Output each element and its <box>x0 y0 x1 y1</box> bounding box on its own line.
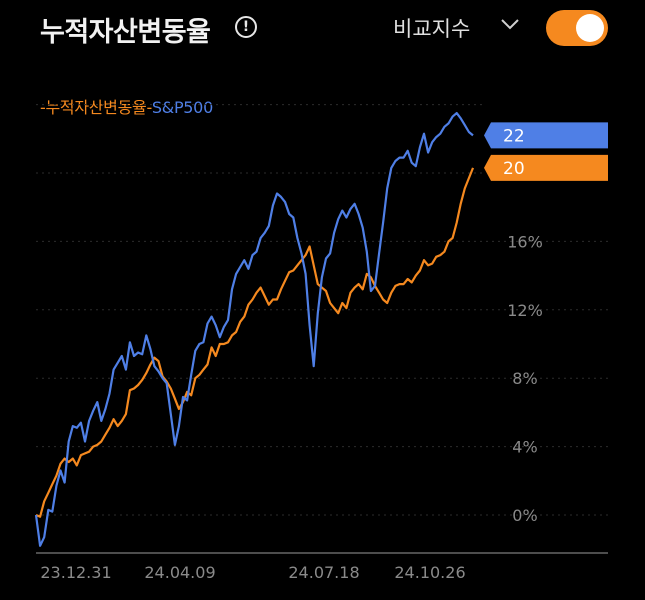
legend-marker: - <box>146 98 152 117</box>
legend-marker: - <box>40 98 46 117</box>
y-tick-label: 12% <box>507 301 543 320</box>
info-circle-icon[interactable]: ! <box>235 16 257 38</box>
y-tick-label: 8% <box>512 369 537 388</box>
y-tick-label: 0% <box>512 506 537 525</box>
chart-legend: -누적자산변동율-S&P500 <box>40 94 213 118</box>
compare-toggle[interactable] <box>546 10 608 46</box>
chart-header: 누적자산변동율 ! 비교지수 <box>0 0 645 60</box>
chevron-down-icon[interactable] <box>500 18 520 30</box>
end-value-label: 20 <box>503 159 525 179</box>
series-line-sp500 <box>34 111 474 547</box>
x-tick-label: 24.07.18 <box>288 563 359 582</box>
end-value-badge <box>484 154 608 181</box>
y-tick-label: 4% <box>512 438 537 457</box>
legend-item-portfolio: 누적자산변동율 <box>45 98 147 117</box>
compare-index-dropdown[interactable]: 비교지수 <box>393 17 471 41</box>
x-tick-label: 24.10.26 <box>394 563 465 582</box>
legend-item-sp500: S&P500 <box>151 98 213 117</box>
series-line-portfolio <box>35 167 475 518</box>
page-title: 누적자산변동율 <box>40 17 211 48</box>
y-tick-label: 16% <box>507 232 543 251</box>
end-value-badge <box>484 122 608 149</box>
x-tick-label: 23.12.31 <box>40 563 111 582</box>
toggle-knob <box>576 14 604 42</box>
x-tick-label: 24.04.09 <box>144 563 215 582</box>
end-value-label: 22 <box>503 126 525 146</box>
